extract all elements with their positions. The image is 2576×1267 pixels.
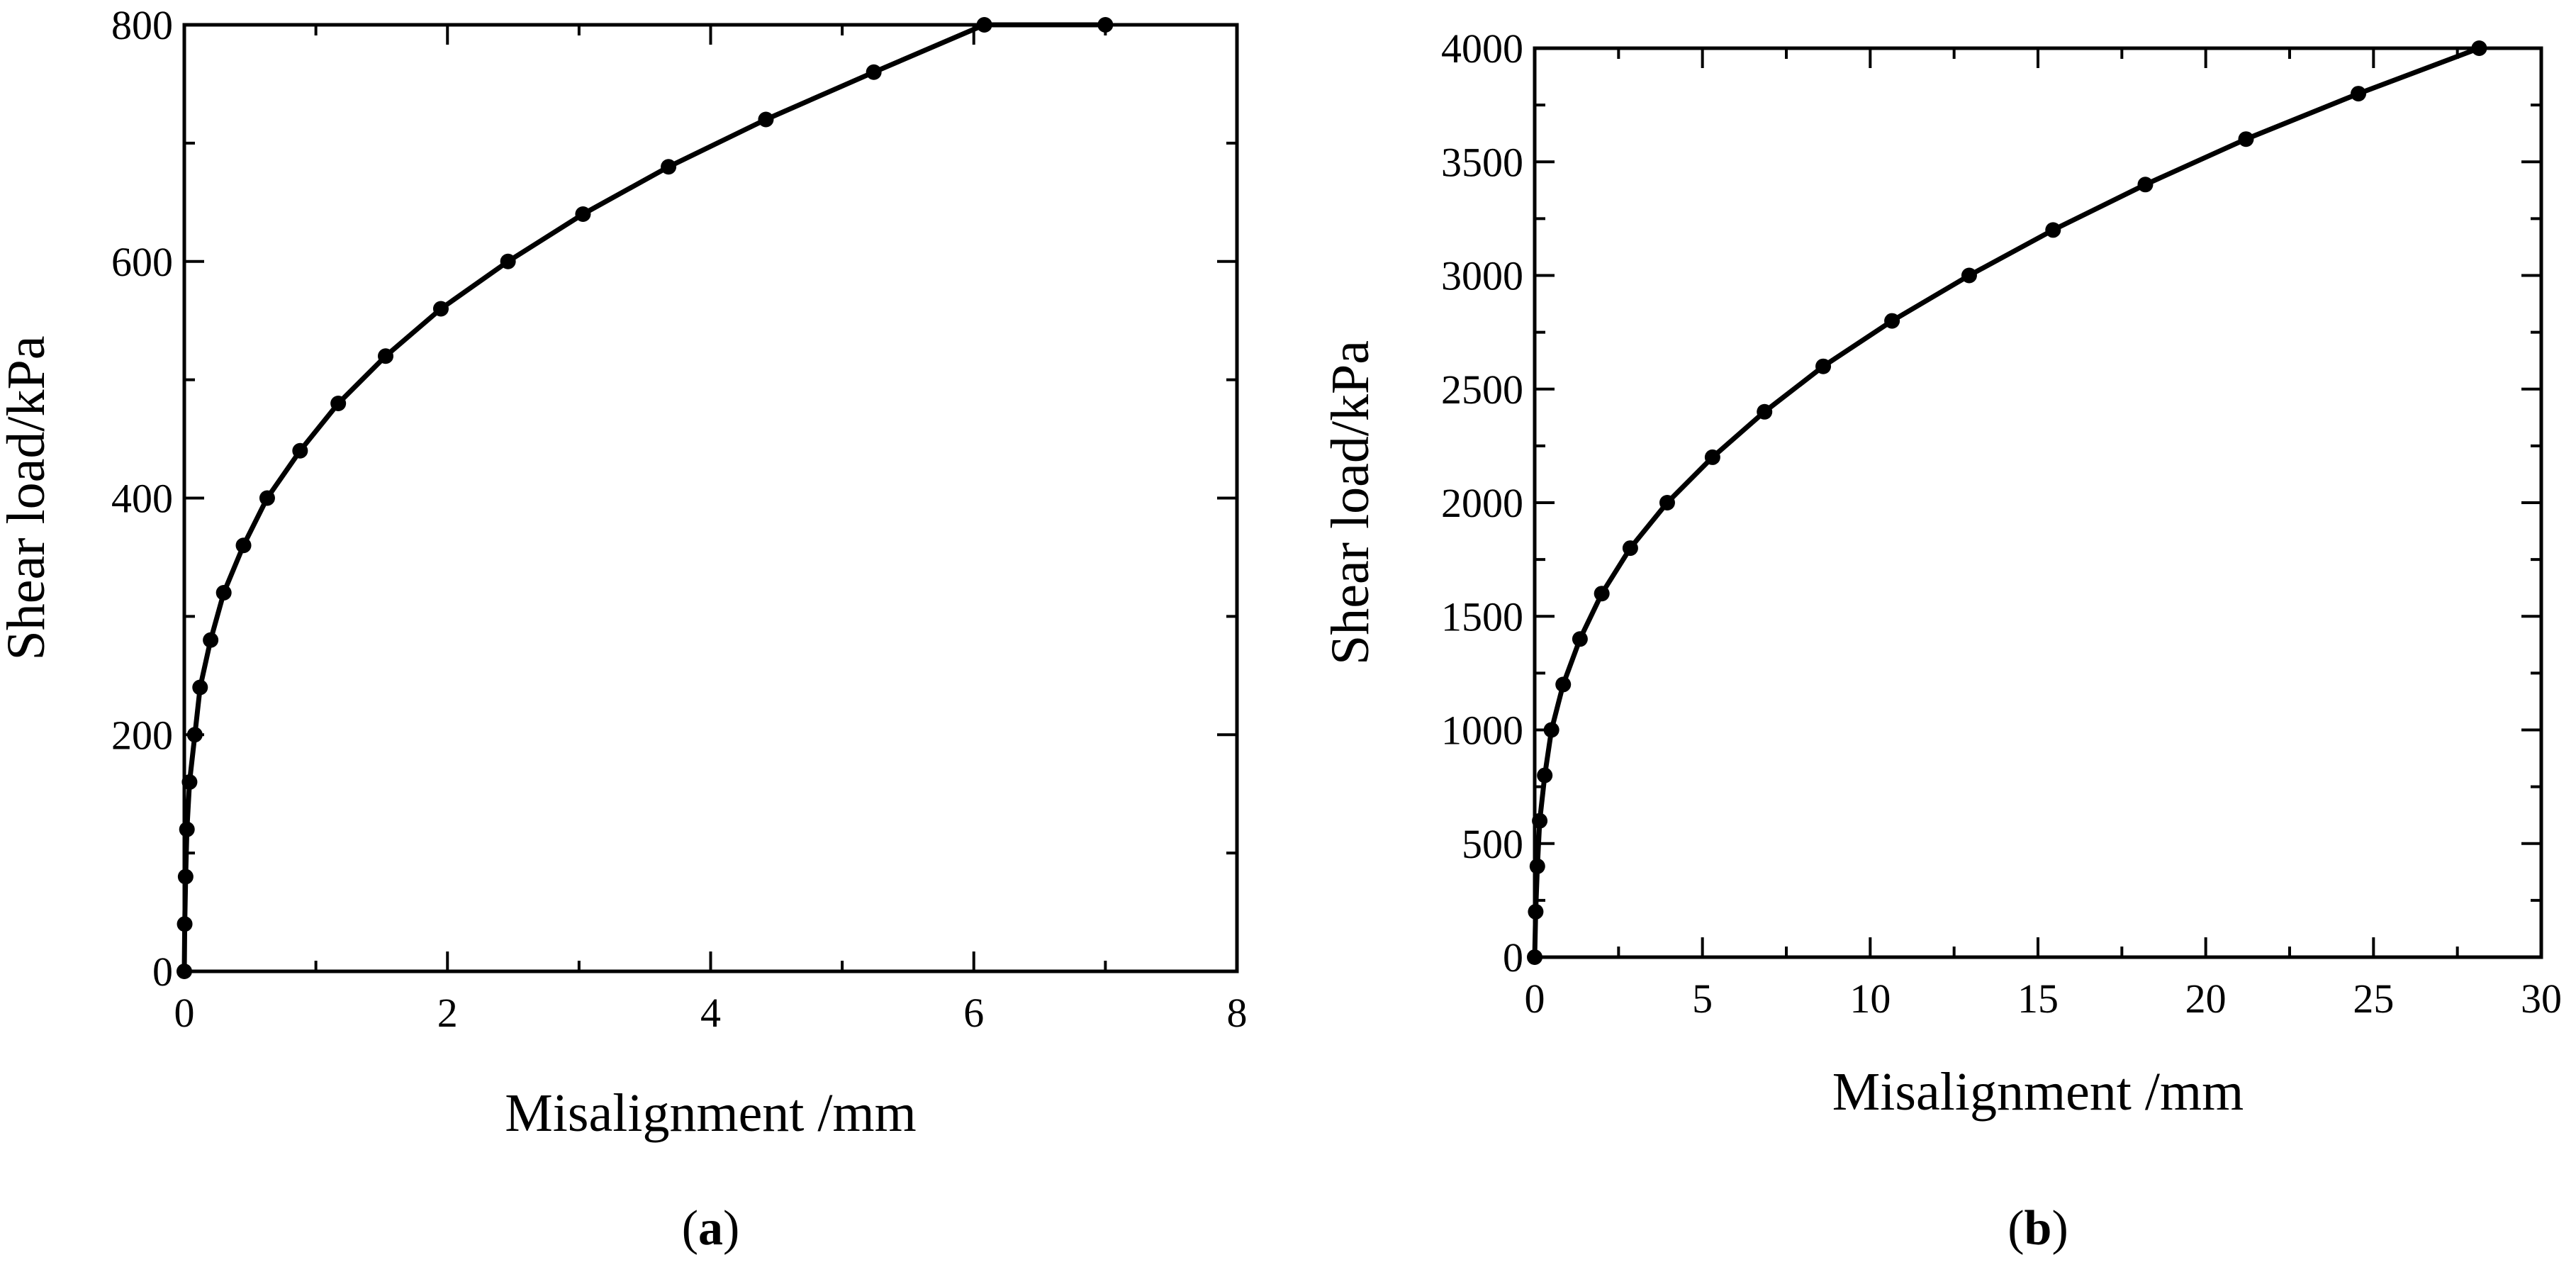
y-tick-label: 1000 <box>1441 708 1523 754</box>
panel-label: (b) <box>2007 1201 2068 1256</box>
x-tick-label: 5 <box>1692 976 1713 1022</box>
y-tick-label: 600 <box>111 239 173 285</box>
series-line <box>181 22 1108 974</box>
y-tick-label: 2500 <box>1441 367 1523 413</box>
data-point <box>2471 40 2487 56</box>
data-point <box>976 17 992 33</box>
data-point <box>866 64 882 80</box>
data-point <box>500 253 516 269</box>
y-tick-label: 0 <box>152 949 173 995</box>
x-tick-label: 25 <box>2353 976 2394 1022</box>
x-tick-label: 2 <box>437 990 458 1036</box>
x-tick-label: 8 <box>1227 990 1248 1036</box>
series-line <box>1532 45 2482 960</box>
x-tick-label: 4 <box>700 990 721 1036</box>
y-tick-label: 400 <box>111 476 173 522</box>
data-point <box>575 206 591 222</box>
data-point <box>758 111 774 128</box>
data-point <box>235 537 252 554</box>
plot-frame <box>1533 46 2543 959</box>
data-point <box>1622 540 1638 557</box>
data-point <box>2351 86 2367 102</box>
data-point <box>1815 358 1832 374</box>
x-tick-label: 0 <box>174 990 195 1036</box>
data-point <box>330 396 347 411</box>
data-point <box>1555 676 1572 693</box>
data-point <box>1961 267 1977 284</box>
data-point <box>1572 631 1588 647</box>
x-tick-label: 0 <box>1525 976 1545 1022</box>
y-axis-title: Shear load/kPa <box>1321 340 1380 665</box>
y-tick-label: 3000 <box>1441 253 1523 299</box>
data-point <box>2045 222 2061 238</box>
data-point <box>179 821 195 837</box>
data-point <box>292 442 308 459</box>
y-tick-label: 800 <box>111 2 173 48</box>
data-point <box>203 632 219 648</box>
data-point <box>1528 903 1544 920</box>
y-tick-label: 0 <box>1503 934 1523 981</box>
data-point <box>259 490 275 506</box>
data-point <box>1659 495 1675 510</box>
x-tick-label: 30 <box>2521 976 2562 1022</box>
x-tick-label: 15 <box>2017 976 2059 1022</box>
data-point <box>2137 177 2154 193</box>
data-point <box>181 774 198 790</box>
y-axis-title: Shear load/kPa <box>0 335 56 660</box>
panel-letter: a <box>698 1201 723 1256</box>
data-point <box>2238 131 2254 147</box>
data-point <box>1097 17 1114 33</box>
y-tick-label: 3500 <box>1441 139 1523 185</box>
data-point <box>215 585 232 601</box>
chart-panel-b: 0 5 10 15 20 25 30 0 500 1000 1500 2000 2500 3000 3500… <box>1321 26 2562 1256</box>
y-tick-label: 200 <box>111 712 173 758</box>
data-point <box>1594 586 1610 602</box>
y-tick-label: 2000 <box>1441 480 1523 526</box>
chart-panel-a: 0 2 4 6 8 0 200 400 600 800 Misalignment /mm Shear … <box>0 2 1248 1256</box>
data-point <box>432 301 449 317</box>
data-point <box>177 964 192 979</box>
data-point <box>378 348 394 364</box>
y-tick-label: 1500 <box>1441 593 1523 640</box>
x-axis-title: Misalignment /mm <box>1832 1062 2244 1122</box>
data-point <box>177 869 194 885</box>
panel-label: (a) <box>682 1201 740 1256</box>
data-point <box>1537 767 1553 783</box>
x-axis-title: Misalignment /mm <box>505 1083 917 1143</box>
data-point <box>177 916 193 932</box>
data-point <box>186 727 203 743</box>
x-tick-label: 6 <box>963 990 984 1036</box>
data-point <box>1529 858 1545 874</box>
x-tick-label: 20 <box>2185 976 2227 1022</box>
x-tick-label: 10 <box>1849 976 1891 1022</box>
data-point <box>1884 313 1900 329</box>
data-point <box>1532 813 1548 829</box>
data-point <box>192 679 208 696</box>
plot-frame <box>182 23 1239 973</box>
y-tick-label: 4000 <box>1441 26 1523 72</box>
data-point <box>661 159 677 175</box>
data-point <box>1543 722 1559 738</box>
data-point <box>1704 449 1720 465</box>
panel-letter: b <box>2025 1201 2052 1256</box>
data-point <box>1527 949 1542 965</box>
data-point <box>1757 403 1773 420</box>
y-tick-label: 500 <box>1462 821 1523 867</box>
